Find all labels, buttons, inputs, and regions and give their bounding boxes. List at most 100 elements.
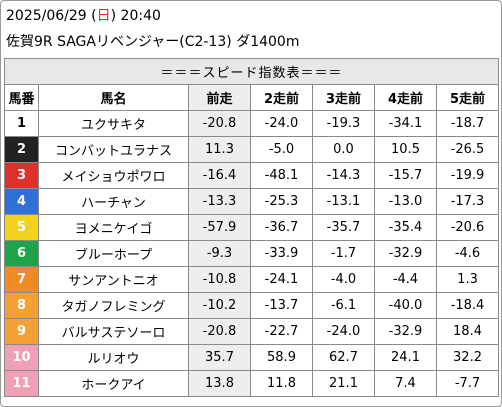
col-header-last: 前走 — [188, 84, 251, 111]
speed-value-last: -10.2 — [188, 292, 251, 319]
speed-value-3back: -13.1 — [312, 188, 375, 215]
weekday-open: ( — [86, 8, 97, 24]
speed-value-3back: 21.1 — [312, 370, 375, 397]
speed-value-2back: -36.7 — [250, 214, 313, 241]
race-info: 佐賀9R SAGAリベンジャー(C2-13) ダ1400m — [6, 34, 300, 50]
speed-value-5back: -4.6 — [435, 240, 500, 267]
speed-value-3back: 62.7 — [312, 344, 375, 371]
table-row: 9 バルサステソーロ -20.8 -22.7 -24.0 -32.9 18.4 — [4, 318, 500, 345]
speed-value-last: -20.8 — [188, 318, 251, 345]
speed-value-last: -10.8 — [188, 266, 251, 293]
race-date: 2025/06/29 — [6, 8, 87, 24]
horse-number-badge: 8 — [4, 292, 39, 319]
speed-value-2back: 11.8 — [250, 370, 313, 397]
table-row: 3 メイショウポワロ -16.4 -48.1 -14.3 -15.7 -19.9 — [4, 162, 500, 189]
weekday-close: ) — [110, 8, 117, 24]
col-header-4back: 4走前 — [374, 84, 437, 111]
speed-value-last: -9.3 — [188, 240, 251, 267]
table-row: 2 コンバットユラナス 11.3 -5.0 0.0 10.5 -26.5 — [4, 136, 500, 163]
speed-value-2back: -24.1 — [250, 266, 313, 293]
speed-value-last: -16.4 — [188, 162, 251, 189]
speed-value-3back: -6.1 — [312, 292, 375, 319]
horse-number-badge: 9 — [4, 318, 39, 345]
table-row: 1 ユクサキタ -20.8 -24.0 -19.3 -34.1 -18.7 — [4, 110, 500, 137]
table-row: 6 ブルーホープ -9.3 -33.9 -1.7 -32.9 -4.6 — [4, 240, 500, 267]
table-title: ＝＝＝スピード指数表＝＝＝ — [3, 58, 500, 85]
horse-number-badge: 2 — [4, 136, 39, 163]
horse-number-badge: 7 — [4, 266, 39, 293]
speed-value-3back: -24.0 — [312, 318, 375, 345]
race-time: 20:40 — [116, 8, 161, 24]
speed-value-3back: -4.0 — [312, 266, 375, 293]
speed-value-5back: -18.4 — [435, 292, 500, 319]
horse-name: サンアントニオ — [38, 266, 189, 293]
speed-value-last: -13.3 — [188, 188, 251, 215]
speed-value-3back: -14.3 — [312, 162, 375, 189]
speed-value-5back: -18.7 — [435, 110, 500, 137]
speed-index-table: ＝＝＝スピード指数表＝＝＝ 馬番 馬名 前走 2走前 3走前 4走前 5走前 1… — [3, 58, 500, 397]
speed-value-2back: -24.0 — [250, 110, 313, 137]
horse-number-badge: 6 — [4, 240, 39, 267]
horse-number-badge: 5 — [4, 214, 39, 241]
horse-name: バルサステソーロ — [38, 318, 189, 345]
weekday: 日 — [96, 8, 111, 24]
table-row: 10 ルリオウ 35.7 58.9 62.7 24.1 32.2 — [4, 344, 500, 371]
speed-value-3back: -19.3 — [312, 110, 375, 137]
speed-value-last: -20.8 — [188, 110, 251, 137]
speed-value-3back: -1.7 — [312, 240, 375, 267]
speed-value-2back: -48.1 — [250, 162, 313, 189]
speed-value-4back: -13.0 — [374, 188, 437, 215]
speed-value-4back: -35.4 — [374, 214, 437, 241]
speed-value-5back: -20.6 — [435, 214, 500, 241]
speed-value-5back: -19.9 — [435, 162, 500, 189]
speed-value-4back: -4.4 — [374, 266, 437, 293]
horse-number-badge: 3 — [4, 162, 39, 189]
horse-number-badge: 4 — [4, 188, 39, 215]
table-row: 7 サンアントニオ -10.8 -24.1 -4.0 -4.4 1.3 — [4, 266, 500, 293]
speed-value-4back: -34.1 — [374, 110, 437, 137]
speed-value-4back: -32.9 — [374, 240, 437, 267]
speed-value-last: 13.8 — [188, 370, 251, 397]
speed-value-last: 11.3 — [188, 136, 251, 163]
speed-value-4back: 10.5 — [374, 136, 437, 163]
column-header-row: 馬番 馬名 前走 2走前 3走前 4走前 5走前 — [4, 84, 500, 111]
table-row: 11 ホークアイ 13.8 11.8 21.1 7.4 -7.7 — [4, 370, 500, 397]
col-header-3back: 3走前 — [312, 84, 375, 111]
horse-name: ユクサキタ — [38, 110, 189, 137]
race-datetime: 2025/06/29 (日) 20:40 — [6, 8, 161, 24]
table-row: 4 ハーチャン -13.3 -25.3 -13.1 -13.0 -17.3 — [4, 188, 500, 215]
speed-value-2back: -13.7 — [250, 292, 313, 319]
horse-number-badge: 11 — [4, 370, 39, 397]
speed-value-4back: -32.9 — [374, 318, 437, 345]
speed-value-5back: -26.5 — [435, 136, 500, 163]
speed-value-4back: 7.4 — [374, 370, 437, 397]
speed-value-2back: -25.3 — [250, 188, 313, 215]
speed-value-2back: -5.0 — [250, 136, 313, 163]
speed-value-5back: -7.7 — [435, 370, 500, 397]
col-header-name: 馬名 — [38, 84, 189, 111]
horse-name: タガノフレミング — [38, 292, 189, 319]
speed-value-2back: -22.7 — [250, 318, 313, 345]
speed-value-4back: 24.1 — [374, 344, 437, 371]
horse-name: ホークアイ — [38, 370, 189, 397]
table-row: 5 ヨメニケイゴ -57.9 -36.7 -35.7 -35.4 -20.6 — [4, 214, 500, 241]
horse-name: ルリオウ — [38, 344, 189, 371]
col-header-5back: 5走前 — [435, 84, 500, 111]
speed-value-3back: -35.7 — [312, 214, 375, 241]
horse-number-badge: 10 — [4, 344, 39, 371]
table-row: 8 タガノフレミング -10.2 -13.7 -6.1 -40.0 -18.4 — [4, 292, 500, 319]
speed-value-3back: 0.0 — [312, 136, 375, 163]
speed-value-2back: -33.9 — [250, 240, 313, 267]
horse-name: メイショウポワロ — [38, 162, 189, 189]
speed-value-4back: -15.7 — [374, 162, 437, 189]
col-header-number: 馬番 — [4, 84, 39, 111]
horse-number-badge: 1 — [4, 110, 39, 137]
speed-value-5back: 32.2 — [435, 344, 500, 371]
horse-name: コンバットユラナス — [38, 136, 189, 163]
speed-value-2back: 58.9 — [250, 344, 313, 371]
speed-value-4back: -40.0 — [374, 292, 437, 319]
horse-name: ヨメニケイゴ — [38, 214, 189, 241]
horse-name: ブルーホープ — [38, 240, 189, 267]
speed-value-5back: -17.3 — [435, 188, 500, 215]
